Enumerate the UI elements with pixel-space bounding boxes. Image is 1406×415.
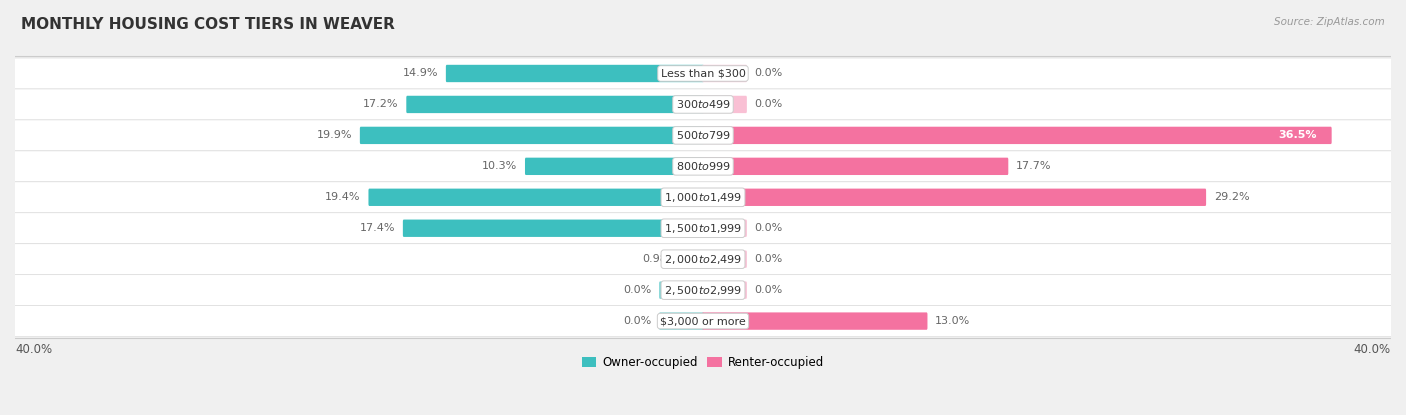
Text: 0.0%: 0.0% xyxy=(755,254,783,264)
FancyBboxPatch shape xyxy=(404,220,704,237)
Text: 36.5%: 36.5% xyxy=(1278,130,1317,140)
FancyBboxPatch shape xyxy=(702,281,747,299)
Text: Source: ZipAtlas.com: Source: ZipAtlas.com xyxy=(1274,17,1385,27)
FancyBboxPatch shape xyxy=(14,120,1392,151)
FancyBboxPatch shape xyxy=(702,65,747,82)
Text: 17.2%: 17.2% xyxy=(363,100,398,110)
FancyBboxPatch shape xyxy=(14,244,1392,275)
FancyBboxPatch shape xyxy=(14,89,1392,120)
Text: 0.0%: 0.0% xyxy=(755,223,783,233)
Text: $2,500 to $2,999: $2,500 to $2,999 xyxy=(664,283,742,297)
Text: $1,000 to $1,499: $1,000 to $1,499 xyxy=(664,191,742,204)
Text: 0.0%: 0.0% xyxy=(755,100,783,110)
Text: 29.2%: 29.2% xyxy=(1213,192,1250,202)
Text: $1,500 to $1,999: $1,500 to $1,999 xyxy=(664,222,742,235)
Text: $2,000 to $2,499: $2,000 to $2,499 xyxy=(664,253,742,266)
FancyBboxPatch shape xyxy=(702,127,1331,144)
Legend: Owner-occupied, Renter-occupied: Owner-occupied, Renter-occupied xyxy=(578,352,828,374)
FancyBboxPatch shape xyxy=(702,158,1008,175)
Text: MONTHLY HOUSING COST TIERS IN WEAVER: MONTHLY HOUSING COST TIERS IN WEAVER xyxy=(21,17,395,32)
FancyBboxPatch shape xyxy=(702,220,747,237)
FancyBboxPatch shape xyxy=(14,151,1392,182)
Text: 17.7%: 17.7% xyxy=(1017,161,1052,171)
Text: $3,000 or more: $3,000 or more xyxy=(661,316,745,326)
Text: 0.0%: 0.0% xyxy=(623,316,651,326)
FancyBboxPatch shape xyxy=(368,188,704,206)
FancyBboxPatch shape xyxy=(702,312,928,330)
FancyBboxPatch shape xyxy=(14,305,1392,337)
Text: 14.9%: 14.9% xyxy=(402,68,439,78)
FancyBboxPatch shape xyxy=(702,96,747,113)
Text: 0.0%: 0.0% xyxy=(623,285,651,295)
FancyBboxPatch shape xyxy=(446,65,704,82)
Text: 40.0%: 40.0% xyxy=(15,343,52,356)
Text: Less than $300: Less than $300 xyxy=(661,68,745,78)
FancyBboxPatch shape xyxy=(524,158,704,175)
FancyBboxPatch shape xyxy=(360,127,704,144)
FancyBboxPatch shape xyxy=(406,96,704,113)
FancyBboxPatch shape xyxy=(702,188,1206,206)
Text: 0.98%: 0.98% xyxy=(643,254,678,264)
Text: 13.0%: 13.0% xyxy=(935,316,970,326)
Text: 40.0%: 40.0% xyxy=(1354,343,1391,356)
FancyBboxPatch shape xyxy=(14,58,1392,89)
Text: 17.4%: 17.4% xyxy=(360,223,395,233)
Text: 0.0%: 0.0% xyxy=(755,285,783,295)
FancyBboxPatch shape xyxy=(659,312,704,330)
Text: $300 to $499: $300 to $499 xyxy=(675,98,731,110)
FancyBboxPatch shape xyxy=(14,275,1392,305)
Text: 0.0%: 0.0% xyxy=(755,68,783,78)
Text: $500 to $799: $500 to $799 xyxy=(675,129,731,142)
Text: 10.3%: 10.3% xyxy=(482,161,517,171)
Text: 19.4%: 19.4% xyxy=(325,192,361,202)
FancyBboxPatch shape xyxy=(702,251,747,268)
FancyBboxPatch shape xyxy=(14,182,1392,213)
FancyBboxPatch shape xyxy=(659,281,704,299)
FancyBboxPatch shape xyxy=(685,251,704,268)
FancyBboxPatch shape xyxy=(14,213,1392,244)
Text: $800 to $999: $800 to $999 xyxy=(675,160,731,172)
Text: 19.9%: 19.9% xyxy=(316,130,352,140)
